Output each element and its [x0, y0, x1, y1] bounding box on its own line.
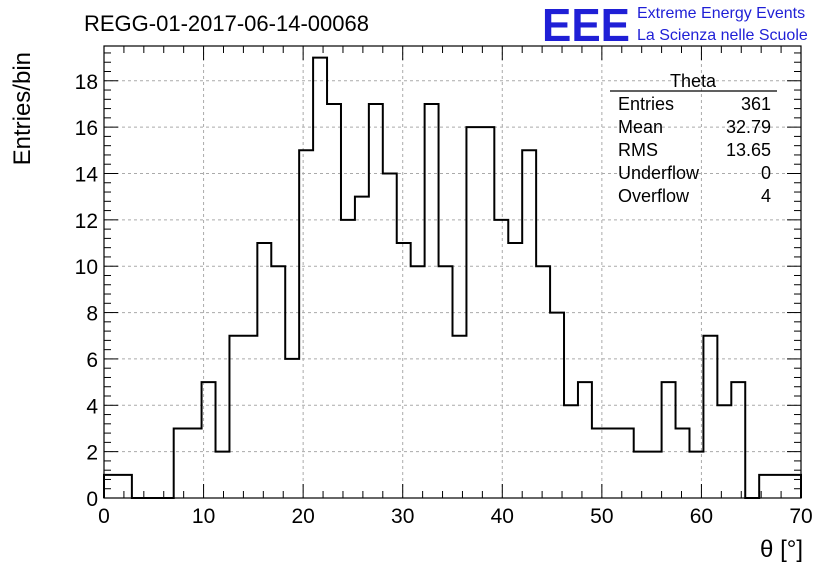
x-tick-label: 40: [491, 505, 514, 528]
stats-title: Theta: [670, 71, 717, 91]
eee-logo-mark: EEE: [542, 0, 630, 51]
y-tick-label: 12: [75, 210, 98, 233]
stats-box: Theta Entries 361 Mean 32.79 RMS 13.65 U…: [610, 71, 777, 206]
stats-label-mean: Mean: [618, 117, 663, 137]
x-tick-label: 50: [590, 505, 613, 528]
stats-value-mean: 32.79: [726, 117, 771, 137]
x-tick-label: 10: [192, 505, 215, 528]
logo-line-1: Extreme Energy Events: [637, 5, 805, 22]
stats-value-underflow: 0: [761, 163, 771, 183]
stats-label-overflow: Overflow: [618, 186, 690, 206]
stats-label-entries: Entries: [618, 94, 674, 114]
y-tick-label: 18: [75, 71, 98, 94]
x-tick-labels: 0 10 20 30 40 50 60 70: [98, 505, 813, 528]
stats-value-entries: 361: [741, 94, 771, 114]
y-tick-label: 0: [86, 488, 98, 511]
logo-line-2: La Scienza nelle Scuole: [637, 27, 808, 44]
stats-value-overflow: 4: [761, 186, 771, 206]
axis-ticks: [103, 46, 802, 499]
y-tick-label: 6: [86, 349, 98, 372]
x-tick-label: 0: [98, 505, 110, 528]
histogram-outline: [103, 56, 802, 499]
stats-label-underflow: Underflow: [618, 163, 700, 183]
y-tick-label: 4: [86, 395, 98, 418]
x-tick-label: 20: [291, 505, 314, 528]
y-axis-label: Entries/bin: [9, 52, 36, 165]
eee-logo: EEE Extreme Energy Events La Scienza nel…: [542, 0, 808, 51]
x-tick-label: 70: [789, 505, 812, 528]
x-axis-label: θ [°]: [760, 536, 803, 563]
y-tick-label: 8: [86, 303, 98, 326]
stats-value-rms: 13.65: [726, 140, 771, 160]
x-tick-label: 30: [391, 505, 414, 528]
y-tick-label: 10: [75, 256, 98, 279]
plot-frame: [103, 45, 802, 499]
y-tick-label: 16: [75, 117, 98, 140]
chart-title: REGG-01-2017-06-14-00068: [84, 11, 369, 36]
stats-label-rms: RMS: [618, 140, 658, 160]
y-tick-labels: 0 2 4 6 8 10 12 14 16 18: [75, 71, 99, 511]
y-tick-label: 2: [86, 442, 98, 465]
x-tick-label: 60: [690, 505, 713, 528]
y-tick-label: 14: [75, 163, 99, 186]
